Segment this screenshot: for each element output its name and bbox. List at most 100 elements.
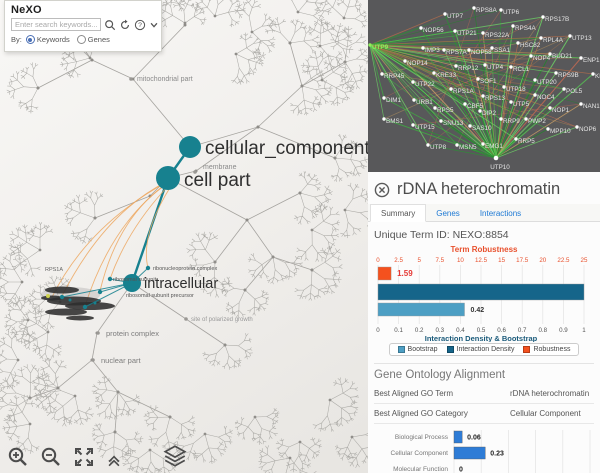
interaction-network-panel[interactable]: UTP7 RPS8A UTP6 RPS17B NOP56 UTP21 RPS22A RPS4A…: [368, 0, 600, 172]
gene-node-dim1[interactable]: [382, 96, 386, 100]
gene-label-bms1[interactable]: BMS1: [386, 118, 404, 125]
gene-label-nan1[interactable]: NAN1: [583, 103, 600, 110]
gene-label-enp1[interactable]: ENP1: [583, 57, 600, 64]
gene-node-rpl4a[interactable]: [539, 36, 543, 40]
gene-node-hsc82[interactable]: [516, 41, 520, 45]
ontology-canvas[interactable]: cellular_component cell part intracellular…: [0, 0, 368, 473]
graph-label-mitochondrial-part[interactable]: mitochondrial part: [137, 76, 193, 83]
gene-node-utp6[interactable]: [499, 8, 503, 12]
gene-label-msn5[interactable]: MSN5: [459, 144, 477, 151]
gene-label-cbf5[interactable]: CBF5: [467, 103, 484, 110]
fit-to-screen-icon[interactable]: [72, 445, 96, 469]
gene-node-rrp45[interactable]: [380, 72, 384, 76]
gene-node-noc4[interactable]: [533, 93, 537, 97]
gene-node-snu13[interactable]: [439, 119, 443, 123]
gene-label-utp22[interactable]: UTP22: [415, 81, 435, 88]
legend-item-robustness[interactable]: Robustness: [523, 346, 570, 353]
go-cat-bar-cellular-component[interactable]: [453, 446, 486, 460]
gene-label-rps5[interactable]: RPS5: [437, 107, 454, 114]
gene-node-rps17b[interactable]: [541, 15, 545, 19]
gene-label-nop58[interactable]: NOP58: [471, 49, 492, 56]
graph-label-ribosomal-subunit[interactable]: ribosomal subunit: [113, 277, 157, 283]
gene-node-krr1[interactable]: [591, 72, 595, 76]
gene-label-rps22a[interactable]: RPS22A: [485, 32, 510, 39]
sub-term-node[interactable]: [68, 298, 72, 302]
gene-label-emg1[interactable]: EMG1: [485, 143, 503, 150]
gene-node-sas10[interactable]: [468, 124, 472, 128]
gene-label-dip2[interactable]: DIP2: [482, 110, 496, 117]
gene-label-pwp2[interactable]: PWP2: [528, 118, 546, 125]
search-icon[interactable]: [104, 19, 116, 31]
gene-label-sas10[interactable]: SAS10: [472, 125, 492, 132]
gene-label-rrp12[interactable]: RRP12: [458, 65, 479, 72]
gene-label-utp4[interactable]: UTP4: [487, 64, 504, 71]
legend-item-interaction-density[interactable]: Interaction Density: [446, 346, 514, 353]
gene-node-rrp9[interactable]: [499, 117, 503, 121]
layers-icon[interactable]: [162, 443, 188, 469]
go-cat-bar-biological-process[interactable]: [453, 430, 463, 444]
gene-label-utp5[interactable]: UTP5: [513, 101, 530, 108]
gene-node-utp7[interactable]: [443, 12, 447, 16]
gene-node-rrp5[interactable]: [514, 137, 518, 141]
gene-node-rps1a[interactable]: [449, 87, 453, 91]
gene-node-enp1[interactable]: [579, 56, 583, 60]
gene-label-rcl1[interactable]: RCL1: [513, 66, 530, 73]
tab-genes[interactable]: Genes: [436, 209, 460, 218]
help-icon[interactable]: ?: [134, 19, 146, 31]
gene-label-snu13[interactable]: SNU13: [443, 120, 464, 127]
gene-node-nop58[interactable]: [467, 48, 471, 52]
gene-label-rps8a[interactable]: RPS8A: [476, 7, 497, 14]
gene-label-rps4a[interactable]: RPS4A: [515, 25, 536, 32]
gene-node-rrp12[interactable]: [454, 64, 458, 68]
gene-label-utp9[interactable]: UTP9: [372, 44, 389, 51]
graph-label-membrane[interactable]: membrane: [203, 164, 237, 171]
search-input[interactable]: [11, 18, 101, 31]
gene-node-mpp10[interactable]: [546, 127, 550, 131]
gene-node-nop1[interactable]: [548, 106, 552, 110]
gene-node-kre33[interactable]: [432, 71, 436, 75]
gene-label-imp3[interactable]: IMP3: [425, 47, 440, 54]
gene-label-utp13[interactable]: UTP13: [572, 35, 592, 42]
radio-genes[interactable]: Genes: [76, 35, 110, 44]
gene-label-nop14[interactable]: NOP14: [407, 60, 428, 67]
bar-robustness[interactable]: [377, 266, 392, 281]
gene-label-utp8[interactable]: UTP8: [430, 144, 447, 151]
sub-term-node[interactable]: [145, 265, 151, 271]
gene-node-utp18[interactable]: [502, 85, 506, 89]
graph-label-protein-complex[interactable]: protein complex: [106, 329, 159, 338]
radio-keywords[interactable]: Keywords: [25, 35, 70, 44]
gene-label-nop1[interactable]: NOP1: [552, 107, 570, 114]
gene-label-utp6[interactable]: UTP6: [503, 9, 520, 16]
gene-node-nop4[interactable]: [529, 54, 533, 58]
gene-label-nop56[interactable]: NOP56: [423, 27, 444, 34]
gene-node-nop14[interactable]: [403, 59, 407, 63]
gene-label-rpl4a[interactable]: RPL4A: [543, 37, 564, 44]
gene-node-pwp2[interactable]: [524, 117, 528, 121]
gene-node-urb1[interactable]: [412, 98, 416, 102]
gene-label-krr1[interactable]: KRR1: [595, 73, 600, 80]
term-label-cell-part[interactable]: cell part: [184, 170, 251, 191]
gene-label-dim1[interactable]: DIM1: [386, 97, 402, 104]
gene-label-nop6[interactable]: NOP6: [579, 126, 597, 133]
gene-label-rps7a[interactable]: RPS7A: [446, 49, 467, 56]
gene-node-utp5[interactable]: [509, 100, 513, 104]
gene-label-sof1[interactable]: SOF1: [480, 78, 497, 85]
graph-label-ribosomal-subunit-precursor[interactable]: ribosomal subunit precursor: [126, 293, 194, 299]
gene-label-pol5[interactable]: POL5: [566, 88, 583, 95]
collapse-icon[interactable]: [105, 451, 123, 469]
graph-label-site-of-polarized-growth[interactable]: site of polarized growth: [191, 317, 253, 323]
graph-label-ribonucleoprotein-complex[interactable]: ribonucleoprotein complex: [153, 266, 217, 272]
gene-node-bud21[interactable]: [548, 52, 552, 56]
gene-label-utp7[interactable]: UTP7: [447, 13, 464, 20]
graph-label-rps1a[interactable]: RPS1A: [45, 267, 63, 273]
gene-node-emg1[interactable]: [481, 142, 485, 146]
gene-node-rps8a[interactable]: [472, 6, 476, 10]
gene-node-cbf5[interactable]: [463, 102, 467, 106]
gene-label-rrp5[interactable]: RRP5: [518, 138, 535, 145]
gene-label-utp10[interactable]: UTP10: [490, 164, 510, 171]
legend-item-bootstrap[interactable]: Bootstrap: [397, 346, 438, 353]
gene-node-nop6[interactable]: [575, 125, 579, 129]
bar-interaction-density[interactable]: [377, 283, 585, 301]
gene-label-noc4[interactable]: NOC4: [537, 94, 555, 101]
zoom-out-icon[interactable]: [39, 445, 63, 469]
